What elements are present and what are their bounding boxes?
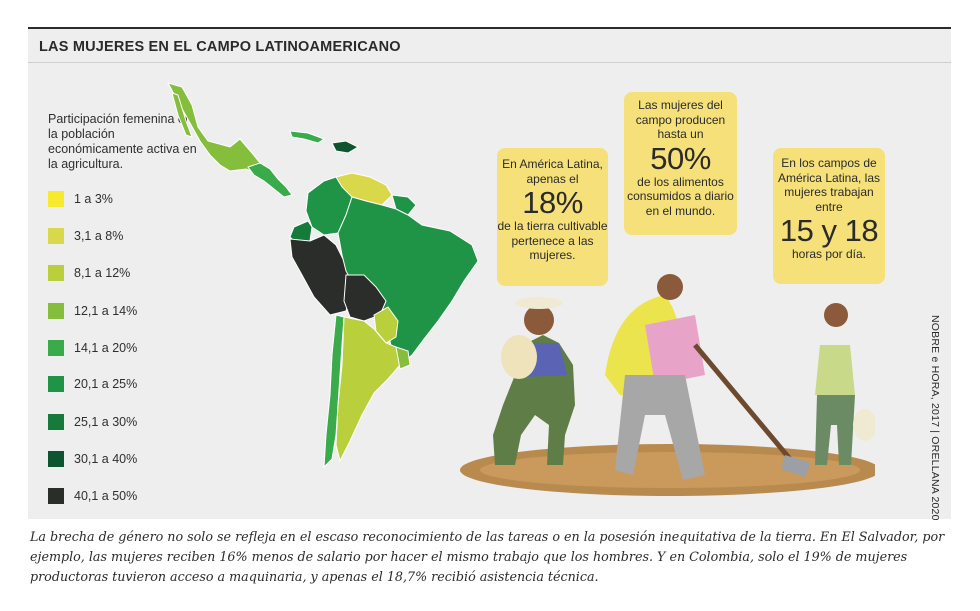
callout-stat: 15 y 18 (779, 213, 879, 248)
callout-text: En los campos de América Latina, las muj… (777, 156, 881, 214)
callout-land-ownership: En América Latina, apenas el 18% de la t… (497, 148, 608, 286)
legend-label: 1 a 3% (74, 192, 113, 206)
callout-text: de la tierra cultivable pertenece a las … (497, 219, 608, 262)
callout-work-hours: En los campos de América Latina, las muj… (773, 148, 885, 284)
map-region-argentina (335, 316, 401, 463)
legend-swatch (48, 191, 64, 207)
map-region-central-america (247, 162, 293, 198)
legend-title: Participación femenina en la población e… (48, 112, 197, 171)
map-region-chile (323, 314, 345, 469)
infographic-title: LAS MUJERES EN EL CAMPO LATINOAMERICANO (39, 39, 401, 55)
legend-label: 40,1 a 50% (74, 489, 138, 503)
legend-label: 8,1 a 12% (74, 266, 131, 280)
callout-text: En América Latina, apenas el (502, 157, 603, 186)
map-region-uruguay (395, 346, 411, 370)
legend-swatch (48, 488, 64, 504)
callout-stat: 18% (522, 185, 583, 220)
callout-text: horas por día. (791, 247, 867, 261)
farm-scene-illustration (460, 274, 875, 496)
legend-swatch (48, 376, 64, 392)
legend-swatch (48, 265, 64, 281)
title-bar: LAS MUJERES EN EL CAMPO LATINOAMERICANO (28, 29, 951, 63)
legend-swatch (48, 340, 64, 356)
map-region-baja (171, 92, 193, 138)
map-region-cuba (289, 130, 326, 144)
map-region-hispaniola (331, 140, 360, 154)
legend-label: 12,1 a 14% (74, 304, 138, 318)
caption-text: La brecha de género no solo se refleja e… (30, 529, 945, 584)
callout-text: de los alimentos consumidos a diario en … (627, 174, 734, 218)
legend-swatch (48, 451, 64, 467)
map-region-mexico (166, 82, 261, 174)
legend-label: 20,1 a 25% (74, 377, 138, 391)
legend-label: 25,1 a 30% (74, 415, 138, 429)
legend-label: 14,1 a 20% (74, 341, 138, 355)
callout-food-production: Las mujeres del campo producen hasta un … (624, 92, 737, 235)
callout-text: Las mujeres del campo producen hasta un (635, 98, 726, 141)
legend-label: 30,1 a 40% (74, 452, 138, 466)
legend-label: 3,1 a 8% (74, 229, 124, 243)
legend-swatch (48, 228, 64, 244)
legend-swatch (48, 414, 64, 430)
latin-america-map (166, 82, 479, 469)
legend-swatch (48, 303, 64, 319)
source-credit: NOBRE e HORA, 2017 | ORELLANA 2020 (929, 315, 941, 521)
callout-stat: 50% (650, 140, 711, 176)
